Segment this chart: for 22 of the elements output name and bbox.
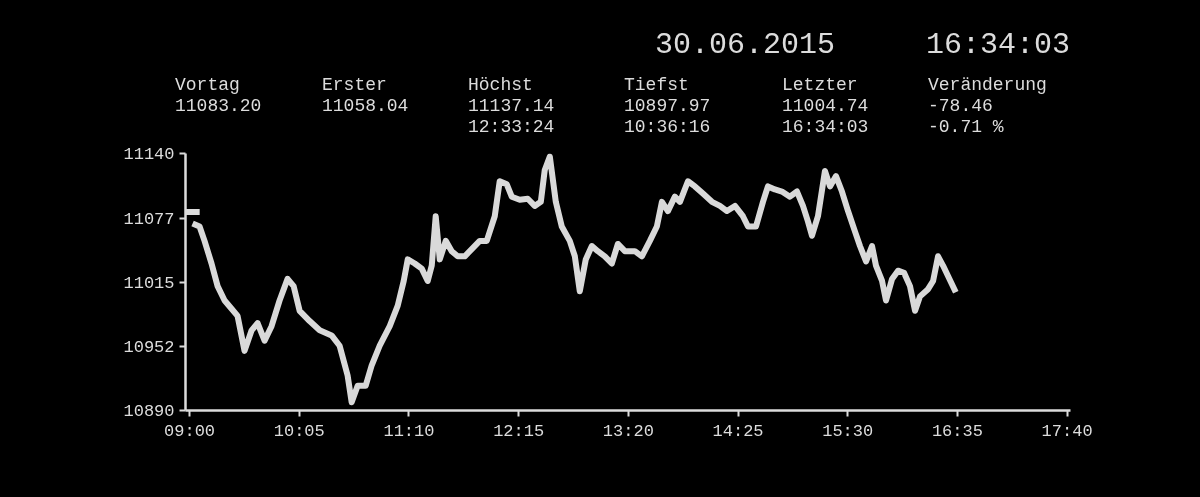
chart-title: 30.06.2015: [655, 28, 836, 62]
y-tick-label: 10952: [123, 338, 175, 358]
y-tick-label: 11015: [123, 273, 175, 293]
chart-subtitle: 16:34:03: [926, 28, 1071, 62]
x-tick-label: 12:15: [493, 421, 545, 441]
text: Erster 11058.04: [322, 75, 409, 116]
text: Höchst 11137.14 12:33:24: [468, 75, 555, 137]
x-tick-label: 11:10: [383, 421, 435, 441]
text: Tiefst 10897.97 10:36:16: [624, 75, 711, 137]
y-tick-label: 11077: [123, 209, 175, 229]
text: Letzter 11004.74 16:34:03: [782, 75, 869, 137]
x-tick-label: 14:25: [712, 421, 764, 441]
y-tick-label: 11140: [123, 145, 175, 164]
x-tick-label: 13:20: [602, 421, 654, 441]
text: Veränderung -78.46 -0.71 %: [928, 75, 1047, 137]
x-tick-label: 15:30: [822, 421, 874, 441]
x-tick-label: 17:40: [1041, 421, 1093, 441]
x-tick-label: 10:05: [273, 421, 325, 441]
text: Vortag 11083.20: [175, 75, 262, 116]
x-tick-label: 16:35: [931, 421, 983, 441]
x-tick-label: 09:00: [164, 421, 216, 441]
y-tick-label: 10890: [123, 402, 175, 421]
